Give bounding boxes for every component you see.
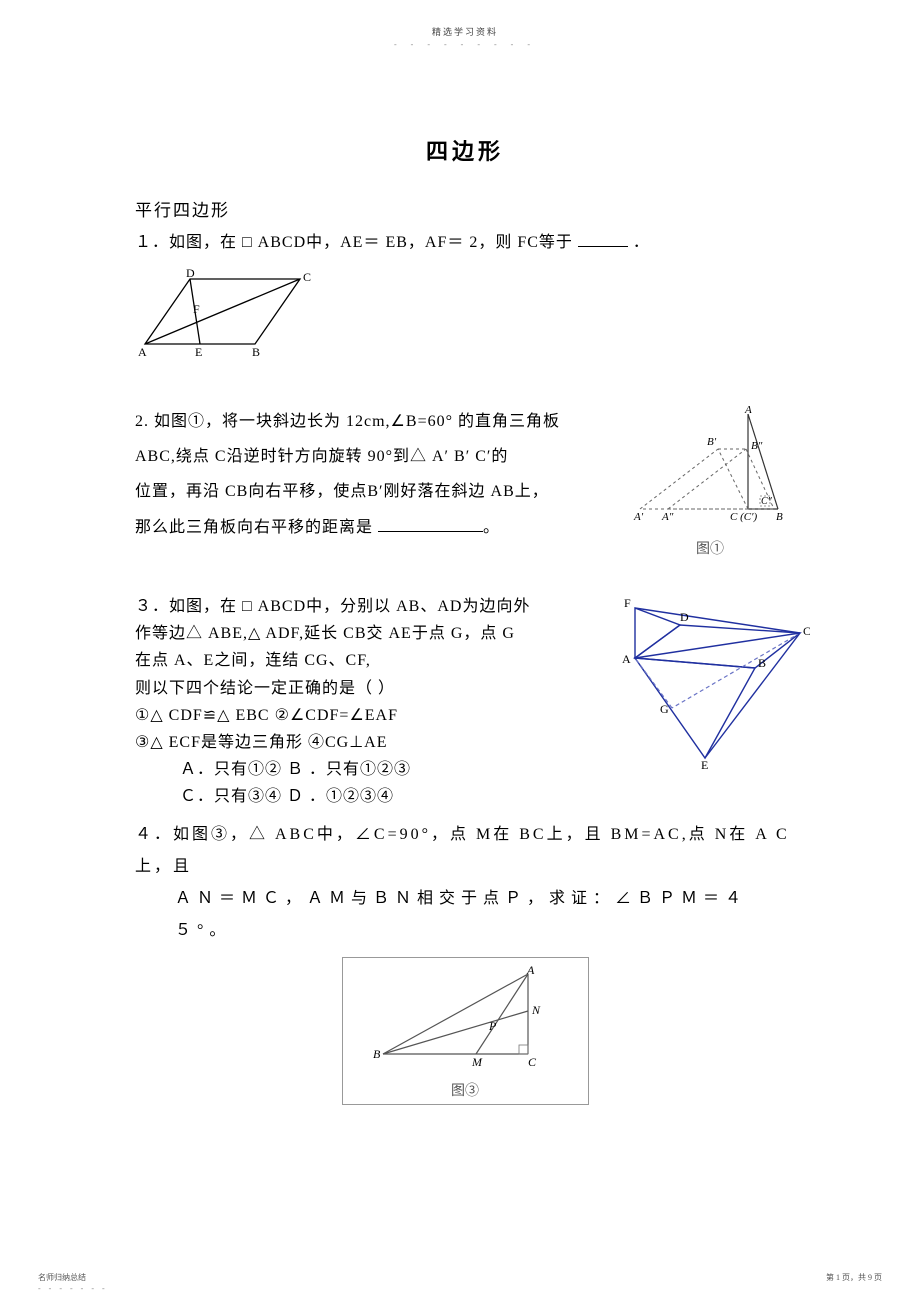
- q2-figure: A B′ B″ A′ A″ C (C′) B C″ 图①: [630, 404, 790, 558]
- svg-text:A: A: [622, 652, 631, 666]
- q4-sub: ＡＮ＝ＭＣ，ＡＭ与ＢＮ相交于点Ｐ，求证：∠ＢＰＭ＝４５°。: [135, 883, 795, 947]
- question-4: ４．如图③，△ ABC中，∠C=90°，点 M在 BC上，且 BM=AC,点 N…: [135, 819, 795, 883]
- svg-text:N: N: [531, 1003, 541, 1017]
- svg-text:F: F: [624, 596, 631, 610]
- svg-text:C: C: [803, 624, 810, 638]
- footer-left: 名师归纳总结: [38, 1272, 86, 1283]
- svg-text:A″: A″: [661, 511, 674, 523]
- footer-right: 第 1 页，共 9 页: [826, 1272, 882, 1283]
- svg-text:D: D: [680, 610, 689, 624]
- header-dots: - - - - - - - - -: [135, 40, 795, 49]
- svg-text:A: A: [138, 345, 147, 359]
- svg-text:E: E: [195, 345, 202, 359]
- svg-text:B: B: [758, 656, 766, 670]
- section-label: 平行四边形: [135, 196, 795, 221]
- q4-caption: 图③: [373, 1080, 558, 1100]
- header-top: 精选学习资料: [135, 25, 795, 38]
- svg-text:A: A: [526, 966, 535, 977]
- q2-l1: 2. 如图①，将一块斜边长为 12cm,∠B=60° 的直角三角板: [135, 404, 615, 439]
- svg-text:P: P: [488, 1019, 497, 1033]
- q3-text: ３．如图，在 □ ABCD中，分别以 AB、AD为边向外 作等边△ ABE,△ …: [135, 593, 575, 811]
- svg-text:M: M: [471, 1055, 483, 1069]
- q3-l2: 作等边△ ABE,△ ADF,延长 CB交 AE于点 G，点 G: [135, 620, 575, 647]
- q3-l3: 在点 A、E之间，连结 CG、CF,: [135, 647, 575, 674]
- question-1: １．如图，在 □ ABCD中，AE＝ EB，AF＝ 2，则 FC等于 ．: [135, 227, 795, 259]
- q3-l4: 则以下四个结论一定正确的是（ ）: [135, 675, 575, 702]
- svg-text:D: D: [186, 269, 195, 280]
- svg-text:G: G: [660, 702, 669, 716]
- svg-text:B: B: [252, 345, 260, 359]
- q3-optC: Ｃ．只有③④ Ｄ ．①②③④: [135, 783, 575, 810]
- q2-l4: 那么此三角板向右平移的距离是 。: [135, 510, 615, 545]
- svg-text:C: C: [303, 270, 311, 284]
- svg-text:C (C′): C (C′): [730, 511, 757, 523]
- svg-text:C: C: [528, 1055, 537, 1069]
- svg-text:B′: B′: [707, 436, 717, 448]
- q3-l6: ③△ ECF是等边三角形 ④CG⊥AE: [135, 729, 575, 756]
- q1-figure: D C F A E B: [135, 269, 795, 364]
- svg-text:A′: A′: [633, 511, 644, 523]
- q3-optA: Ａ．只有①② Ｂ ．只有①②③: [135, 756, 575, 783]
- q4-figure: A N P B M C 图③: [135, 957, 795, 1105]
- svg-text:B: B: [776, 511, 783, 523]
- q3-figure: F D C B A G E: [600, 593, 810, 778]
- q2-text: 2. 如图①，将一块斜边长为 12cm,∠B=60° 的直角三角板 ABC,绕点…: [135, 404, 615, 545]
- q1-text: １．如图，在 □ ABCD中，AE＝ EB，AF＝ 2，则 FC等于: [135, 234, 573, 251]
- q1-blank: [578, 246, 628, 247]
- footer-left-dots: - - - - - - -: [38, 1284, 108, 1293]
- q1-tail: ．: [633, 234, 650, 251]
- page: 精选学习资料 - - - - - - - - - 四边形 平行四边形 １．如图，…: [0, 0, 920, 1303]
- q3-l1: ３．如图，在 □ ABCD中，分别以 AB、AD为边向外: [135, 593, 575, 620]
- svg-text:F: F: [193, 302, 200, 316]
- q2-l2: ABC,绕点 C沿逆时针方向旋转 90°到△ A′ B′ C′的: [135, 439, 615, 474]
- page-title: 四边形: [135, 134, 795, 166]
- q3-l5: ①△ CDF≌△ EBC ②∠CDF=∠EAF: [135, 702, 575, 729]
- q2-caption: 图①: [630, 538, 790, 558]
- svg-text:E: E: [701, 758, 708, 772]
- svg-text:B″: B″: [751, 440, 763, 452]
- svg-text:B: B: [373, 1047, 381, 1061]
- q2-blank: [378, 531, 483, 532]
- svg-text:C″: C″: [761, 496, 773, 507]
- question-3: ３．如图，在 □ ABCD中，分别以 AB、AD为边向外 作等边△ ABE,△ …: [135, 593, 795, 811]
- question-2: 2. 如图①，将一块斜边长为 12cm,∠B=60° 的直角三角板 ABC,绕点…: [135, 404, 795, 558]
- q2-l3: 位置，再沿 CB向右平移，使点B′刚好落在斜边 AB上，: [135, 474, 615, 509]
- svg-text:A: A: [744, 404, 752, 416]
